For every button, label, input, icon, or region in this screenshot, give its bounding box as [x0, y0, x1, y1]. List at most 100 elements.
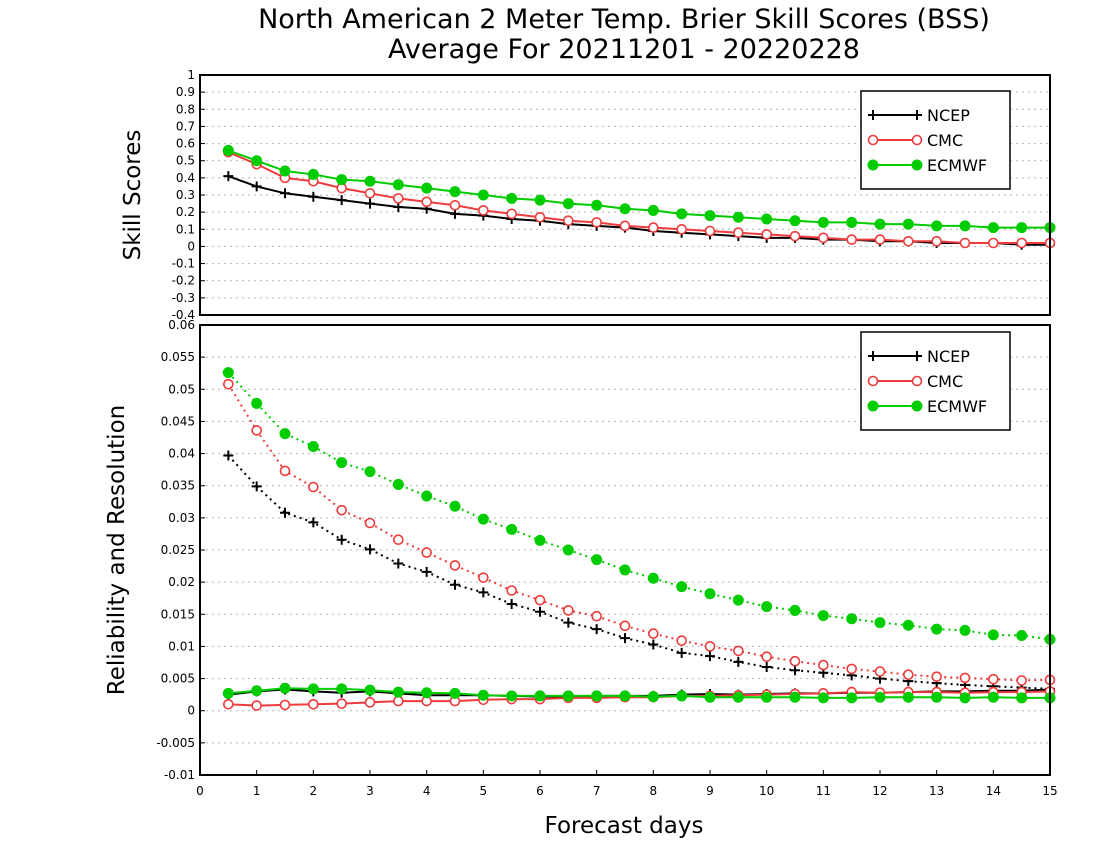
series-ecmwf: [222, 144, 1056, 234]
data-point: [846, 216, 858, 228]
data-point: [591, 624, 602, 635]
x-tick-label: 9: [706, 784, 714, 798]
reliability-resolution-legend: NCEP CMC ECMWF: [860, 331, 1011, 431]
data-point: [619, 564, 631, 576]
data-point: [223, 171, 234, 182]
data-point: [761, 229, 772, 240]
data-point: [846, 613, 858, 625]
legend-marker: [867, 159, 879, 171]
data-point: [562, 544, 574, 556]
data-point: [987, 691, 999, 703]
data-point: [705, 651, 715, 662]
legend-marker: [911, 159, 923, 171]
x-tick-label: 14: [986, 784, 1001, 798]
data-point: [308, 191, 319, 202]
data-point: [421, 182, 433, 194]
data-point: [733, 656, 744, 667]
data-point: [477, 189, 489, 201]
series-ecmwf-resolution: [222, 367, 1056, 645]
y-tick-label: 1: [187, 68, 195, 82]
legend-marker: [911, 134, 923, 146]
data-point: [931, 235, 942, 247]
data-point: [336, 174, 348, 186]
skill-scores-lines: [222, 144, 1056, 250]
data-point: [987, 629, 999, 641]
data-point: [279, 682, 291, 694]
data-point: [704, 225, 716, 237]
data-point: [393, 558, 404, 569]
data-point: [308, 481, 319, 493]
data-point: [421, 566, 432, 577]
data-point: [336, 534, 347, 545]
data-point: [449, 500, 461, 512]
x-tick-label: 5: [480, 784, 488, 798]
data-point: [620, 633, 630, 644]
data-point: [393, 534, 404, 546]
data-point: [817, 610, 829, 622]
y-tick-label: -0.005: [156, 736, 195, 750]
data-point: [280, 188, 290, 199]
data-point: [449, 560, 461, 571]
data-point: [704, 588, 716, 600]
y-tick-label: 0: [187, 239, 195, 253]
x-tick-label: 7: [593, 784, 601, 798]
legend-marker: [867, 134, 879, 146]
data-point: [648, 639, 659, 650]
y-tick-label: 0.055: [161, 350, 195, 364]
data-point: [789, 691, 801, 703]
data-point: [365, 198, 375, 209]
data-point: [704, 210, 716, 222]
data-point: [308, 517, 319, 528]
legend-marker: [912, 110, 922, 120]
legend-marker: [868, 110, 878, 120]
data-point: [959, 672, 971, 684]
data-point: [931, 220, 943, 232]
data-point: [733, 645, 744, 657]
legend-marker: [867, 400, 879, 412]
data-point: [393, 193, 404, 204]
y-tick-label: 0.035: [161, 479, 195, 493]
data-point: [450, 579, 460, 590]
data-point: [902, 619, 914, 631]
data-point: [676, 690, 688, 702]
data-point: [393, 695, 404, 707]
data-point: [534, 194, 546, 206]
data-point: [902, 691, 914, 703]
data-point: [534, 534, 546, 546]
data-point: [818, 659, 829, 671]
data-point: [279, 465, 291, 477]
legend-entry-cmc: CMC: [867, 131, 963, 150]
data-point: [647, 691, 659, 703]
data-point: [307, 683, 319, 695]
data-point: [676, 208, 688, 220]
data-point: [222, 367, 234, 379]
data-point: [874, 218, 886, 230]
x-tick-label: 1: [253, 784, 261, 798]
data-point: [846, 663, 857, 675]
data-point: [477, 689, 489, 701]
data-point: [563, 617, 574, 628]
reliability-resolution-y-axis-label: Reliability and Resolution: [104, 405, 130, 695]
data-point: [251, 425, 262, 436]
data-point: [449, 199, 461, 211]
y-tick-label: 0.5: [176, 154, 195, 168]
legend-marker: [867, 375, 879, 387]
data-point: [506, 599, 517, 609]
y-tick-label: 0.7: [176, 119, 195, 133]
data-point: [449, 687, 461, 699]
data-point: [477, 513, 489, 525]
y-tick-label: 0.005: [161, 672, 195, 686]
x-tick-label: 15: [1042, 784, 1057, 798]
y-tick-label: 0.04: [168, 447, 195, 461]
data-point: [591, 554, 603, 566]
data-point: [478, 205, 489, 216]
y-tick-label: 0.6: [176, 137, 195, 151]
data-point: [251, 481, 262, 492]
chart-title-line-1: North American 2 Meter Temp. Brier Skill…: [258, 4, 990, 35]
data-point: [365, 544, 375, 555]
data-point: [789, 230, 801, 242]
data-point: [732, 594, 744, 606]
series-cmc-resolution: [223, 378, 1056, 686]
y-tick-label: 0.015: [161, 607, 195, 621]
